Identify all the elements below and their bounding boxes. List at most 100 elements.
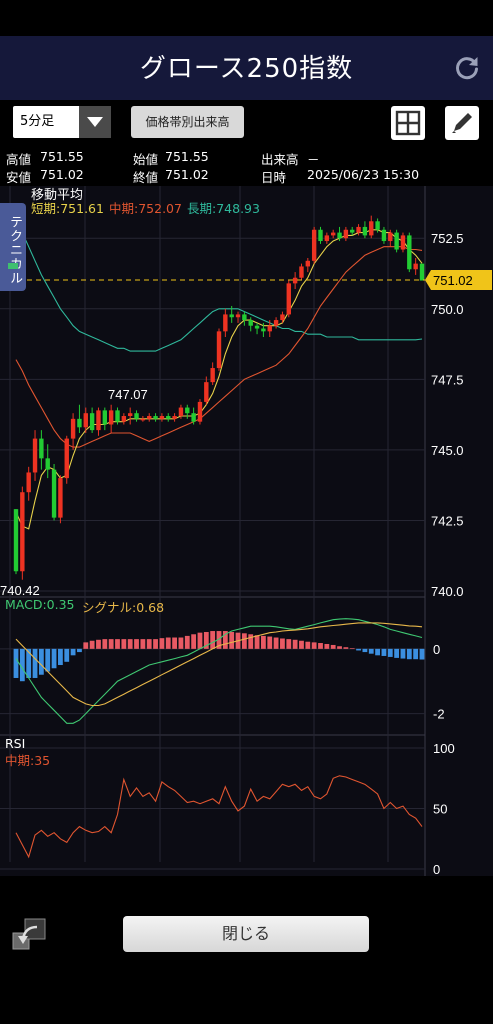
- macd-hist-bar: [203, 632, 209, 649]
- ma-long-line: [15, 218, 423, 352]
- macd-hist-bar: [222, 631, 228, 649]
- close-label: 終値: [133, 170, 159, 185]
- back-arrow-icon[interactable]: [11, 917, 47, 953]
- ohlc-info: 高値 751.55 始値 751.55 出来高 － 安値 751.02 終値 7…: [0, 146, 493, 186]
- macd-hist-bar: [51, 648, 57, 669]
- macd-hist-bar: [184, 635, 190, 649]
- page-title: グロース250指数: [139, 54, 354, 84]
- high-value: 751.55: [40, 149, 84, 164]
- macd-legend: MACD:0.35: [5, 597, 75, 612]
- candle-body: [267, 325, 272, 332]
- ma-mid-line: [15, 246, 423, 448]
- macd-hist-bar: [387, 648, 393, 657]
- chart-toolbar: 5分足 価格帯別出来高: [0, 100, 493, 146]
- open-label: 始値: [133, 152, 159, 167]
- macd-hist-bar: [261, 635, 266, 649]
- interval-select-value: 5分足: [20, 114, 55, 129]
- chart-area[interactable]: 752.5 750.0 747.5 745.0 742.5 740.0 751.02 747.…: [0, 186, 493, 876]
- draw-button[interactable]: [445, 106, 479, 140]
- macd-hist-bar: [178, 637, 184, 649]
- candle-body: [166, 416, 171, 419]
- signal-legend: シグナル:0.68: [82, 600, 165, 615]
- volume-value: －: [307, 152, 320, 167]
- candle-body: [108, 410, 114, 425]
- footer: 閉じる: [0, 876, 493, 1024]
- current-price-tag: [425, 269, 492, 290]
- candle-body: [70, 418, 76, 439]
- layout-grid-button[interactable]: [391, 106, 425, 140]
- macd-hist-bar: [153, 639, 158, 649]
- interval-select[interactable]: 5分足: [13, 106, 111, 138]
- macd-hist-bar: [248, 634, 254, 649]
- candle-body: [400, 235, 406, 250]
- macd-hist-bar: [89, 640, 95, 649]
- ma-legend-title: 移動平均: [31, 188, 84, 203]
- technical-tab-label: テクニカル: [7, 215, 22, 285]
- grid-icon: [395, 110, 421, 136]
- low-label: 安値: [6, 170, 32, 185]
- macd-hist-bar: [127, 639, 133, 649]
- candle-body: [261, 328, 266, 332]
- macd-hist-bar: [45, 648, 51, 672]
- candle-body: [394, 232, 399, 250]
- candle-body: [45, 458, 50, 470]
- candle-body: [242, 314, 247, 321]
- macd-hist-bar: [38, 648, 44, 675]
- candle-body: [223, 314, 228, 332]
- technical-tab[interactable]: テクニカル: [0, 203, 26, 291]
- candle-body: [305, 260, 311, 267]
- rsi-tick-label: 100: [433, 741, 455, 756]
- close-value: 751.02: [165, 167, 209, 182]
- macd-hist-bar: [159, 638, 165, 649]
- candle-body: [229, 314, 234, 318]
- price-tick-label: 740.0: [431, 584, 464, 599]
- candle-body: [286, 283, 291, 315]
- candle-body: [216, 331, 222, 369]
- candle-body: [172, 416, 177, 419]
- close-button[interactable]: 閉じる: [123, 916, 369, 952]
- candle-body: [115, 410, 120, 422]
- ma-legend-mid: 中期:752.07: [109, 201, 182, 216]
- macd-hist-bar: [273, 637, 279, 649]
- candle-body: [254, 325, 260, 329]
- macd-hist-bar: [368, 648, 374, 654]
- macd-hist-bar: [197, 632, 203, 649]
- candle-body: [375, 221, 380, 230]
- candle-body: [134, 413, 139, 419]
- candle-body: [356, 226, 361, 233]
- high-label: 高値: [6, 152, 32, 167]
- candle-body: [343, 229, 349, 239]
- candle-body: [178, 407, 184, 417]
- app-header: グロース250指数: [0, 36, 493, 100]
- candle-body: [26, 472, 31, 493]
- candle-body: [273, 320, 279, 326]
- chart-svg: 752.5 750.0 747.5 745.0 742.5 740.0 751.02 747.…: [0, 186, 492, 876]
- price-tick-label: 747.5: [431, 372, 464, 387]
- volume-label: 出来高: [261, 152, 299, 167]
- candle-body: [407, 235, 412, 270]
- candle-body: [89, 413, 95, 431]
- macd-hist-bar: [58, 648, 63, 666]
- macd-hist-bar: [26, 648, 32, 678]
- macd-hist-bar: [134, 639, 139, 649]
- macd-hist-bar: [77, 648, 82, 653]
- rsi-line: [15, 775, 423, 859]
- low-annotation: 740.42: [0, 583, 40, 598]
- macd-hist-bar: [191, 634, 197, 649]
- rsi-legend-mid: 中期:35: [5, 753, 51, 768]
- macd-hist-bar: [349, 648, 355, 649]
- macd-hist-bar: [216, 631, 222, 649]
- price-volume-button[interactable]: 価格帯別出来高: [131, 106, 244, 138]
- candle-body: [381, 229, 387, 242]
- refresh-icon[interactable]: [453, 54, 481, 82]
- macd-hist-bar: [394, 648, 400, 658]
- candle-body: [127, 413, 133, 417]
- macd-hist-bar: [280, 638, 285, 649]
- candle-body: [248, 320, 253, 326]
- macd-hist-bar: [299, 640, 304, 649]
- price-tick-label: 752.5: [431, 231, 464, 246]
- macd-hist-bar: [32, 648, 38, 678]
- candle-body: [121, 416, 127, 422]
- candle-body: [419, 263, 425, 281]
- candle-body: [292, 277, 298, 284]
